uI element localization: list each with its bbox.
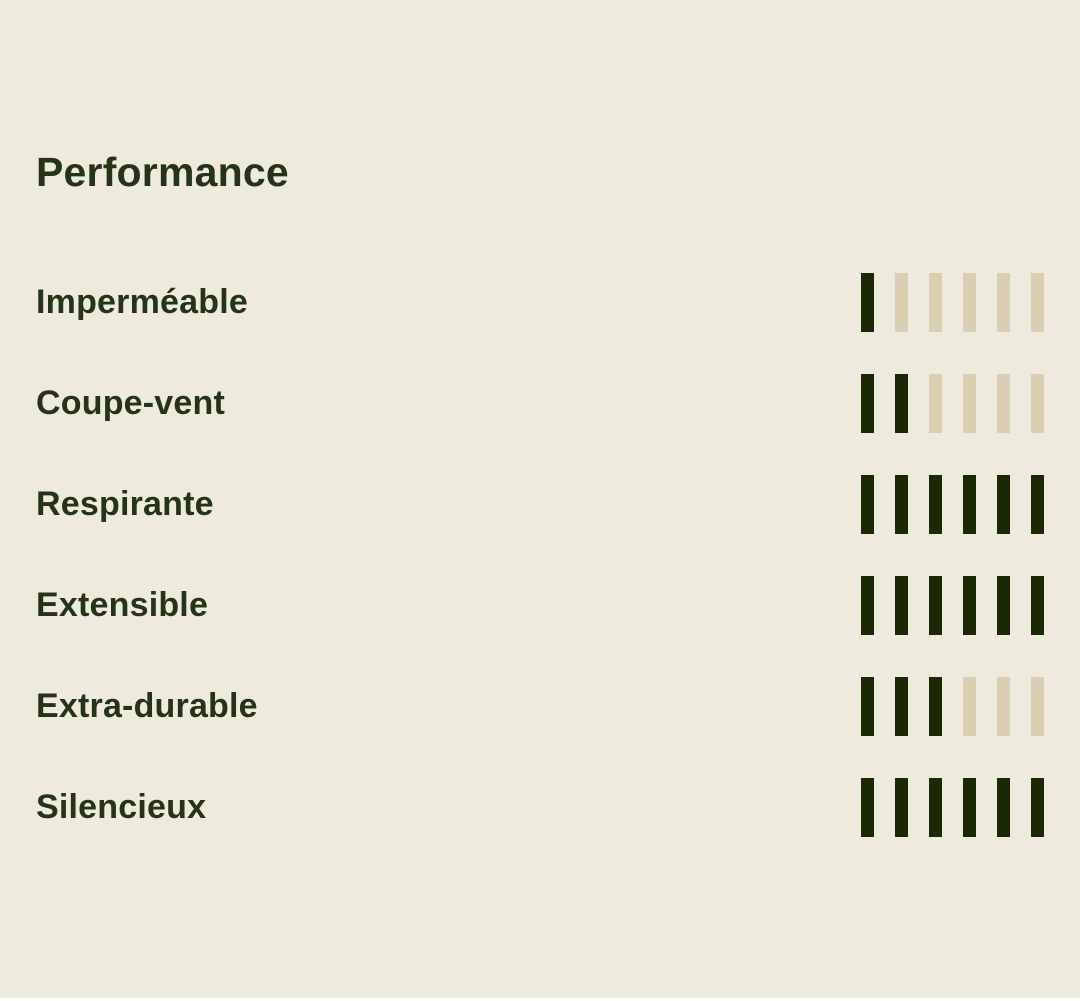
attribute-label: Extra-durable (36, 687, 258, 725)
rating-segment-filled (861, 374, 874, 433)
rating-segment-filled (929, 576, 942, 635)
rating-segment-filled (1031, 475, 1044, 534)
performance-row: Respirante (36, 454, 1044, 555)
rating-segment-empty (929, 273, 942, 332)
rating-segment-filled (929, 677, 942, 736)
rating-segment-empty (929, 374, 942, 433)
rating-segment-filled (861, 576, 874, 635)
rating-segment-empty (1031, 273, 1044, 332)
performance-row: Imperméable (36, 252, 1044, 353)
rating-segment-filled (1031, 778, 1044, 837)
rating-bars (861, 374, 1044, 433)
rating-segment-filled (861, 475, 874, 534)
rating-segment-empty (997, 374, 1010, 433)
rating-segment-empty (963, 677, 976, 736)
rating-segment-empty (963, 273, 976, 332)
attribute-label: Respirante (36, 485, 214, 523)
rating-bars (861, 475, 1044, 534)
rating-segment-empty (997, 677, 1010, 736)
rating-bars (861, 576, 1044, 635)
rating-segment-empty (1031, 374, 1044, 433)
attribute-label: Coupe-vent (36, 384, 225, 422)
rating-segment-empty (997, 273, 1010, 332)
rating-segment-filled (997, 576, 1010, 635)
performance-row: Extra-durable (36, 656, 1044, 757)
rating-segment-empty (1031, 677, 1044, 736)
rating-bars (861, 778, 1044, 837)
performance-section: Performance Imperméable Coupe-vent Respira… (36, 149, 1044, 858)
rating-segment-filled (963, 778, 976, 837)
rating-segment-empty (895, 273, 908, 332)
rating-segment-filled (895, 475, 908, 534)
performance-row: Coupe-vent (36, 353, 1044, 454)
rating-segment-filled (997, 778, 1010, 837)
rating-segment-filled (861, 778, 874, 837)
section-title: Performance (36, 149, 289, 195)
rating-segment-filled (895, 778, 908, 837)
rating-segment-filled (895, 576, 908, 635)
rating-bars (861, 677, 1044, 736)
rating-segment-empty (963, 374, 976, 433)
rating-segment-filled (929, 475, 942, 534)
performance-row: Silencieux (36, 757, 1044, 858)
rating-segment-filled (929, 778, 942, 837)
rating-segment-filled (861, 273, 874, 332)
performance-row: Extensible (36, 555, 1044, 656)
attribute-label: Extensible (36, 586, 209, 624)
performance-rows: Imperméable Coupe-vent Respirante Extensibl… (36, 252, 1044, 858)
rating-segment-filled (895, 677, 908, 736)
rating-segment-filled (963, 475, 976, 534)
rating-segment-filled (1031, 576, 1044, 635)
rating-bars (861, 273, 1044, 332)
rating-segment-filled (963, 576, 976, 635)
rating-segment-filled (997, 475, 1010, 534)
rating-segment-filled (895, 374, 908, 433)
attribute-label: Imperméable (36, 283, 248, 321)
rating-segment-filled (861, 677, 874, 736)
bottom-edge-strip (0, 998, 1080, 1001)
attribute-label: Silencieux (36, 788, 207, 826)
